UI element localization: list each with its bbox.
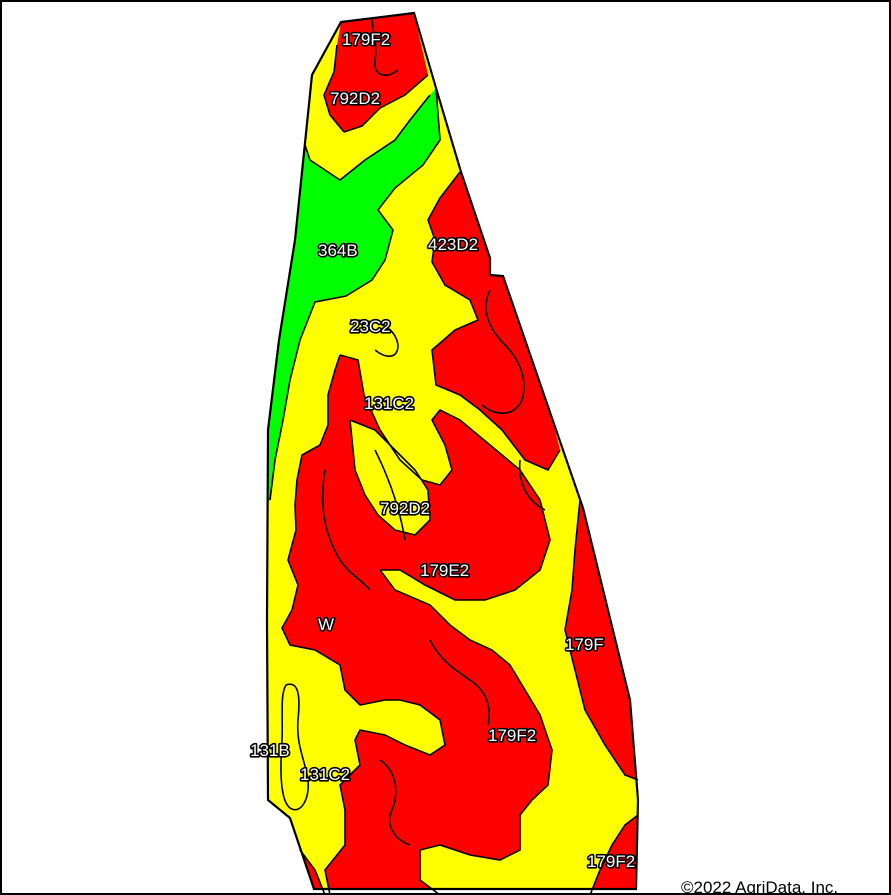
soil-boundaries — [269, 17, 639, 895]
soil-label: 23C2 — [350, 317, 391, 336]
soil-label: 179F — [565, 635, 604, 654]
soil-unit-792D2-179E2 — [282, 355, 552, 889]
soil-label: 179E2 — [420, 561, 469, 580]
soil-labels: 179F2 792D2 364B 423D2 23C2 131C2 792D2 … — [248, 28, 636, 872]
soil-unit-179F2-bottom — [590, 815, 638, 889]
soil-unit-179F2-top — [324, 13, 428, 132]
copyright-notice: ©2022 AgriData, Inc. — [681, 878, 838, 895]
soil-unit-179F — [565, 500, 638, 780]
soil-label: 792D2 — [380, 499, 430, 518]
soil-label: 131C2 — [300, 765, 350, 784]
soil-label: 423D2 — [428, 235, 478, 254]
soil-label: W — [318, 615, 334, 634]
soil-label: 792D2 — [330, 89, 380, 108]
soil-unit-364B — [267, 88, 440, 520]
soil-label: 131C2 — [364, 394, 414, 413]
soil-label: 179F2 — [342, 30, 390, 49]
soil-label: 179F2 — [488, 726, 536, 745]
soil-label: 364B — [318, 241, 358, 260]
soil-label: 179F2 — [587, 852, 635, 871]
field-boundary — [265, 11, 640, 891]
soil-label: 131B — [250, 741, 290, 760]
soil-unit-yellow-lobe — [350, 420, 430, 535]
